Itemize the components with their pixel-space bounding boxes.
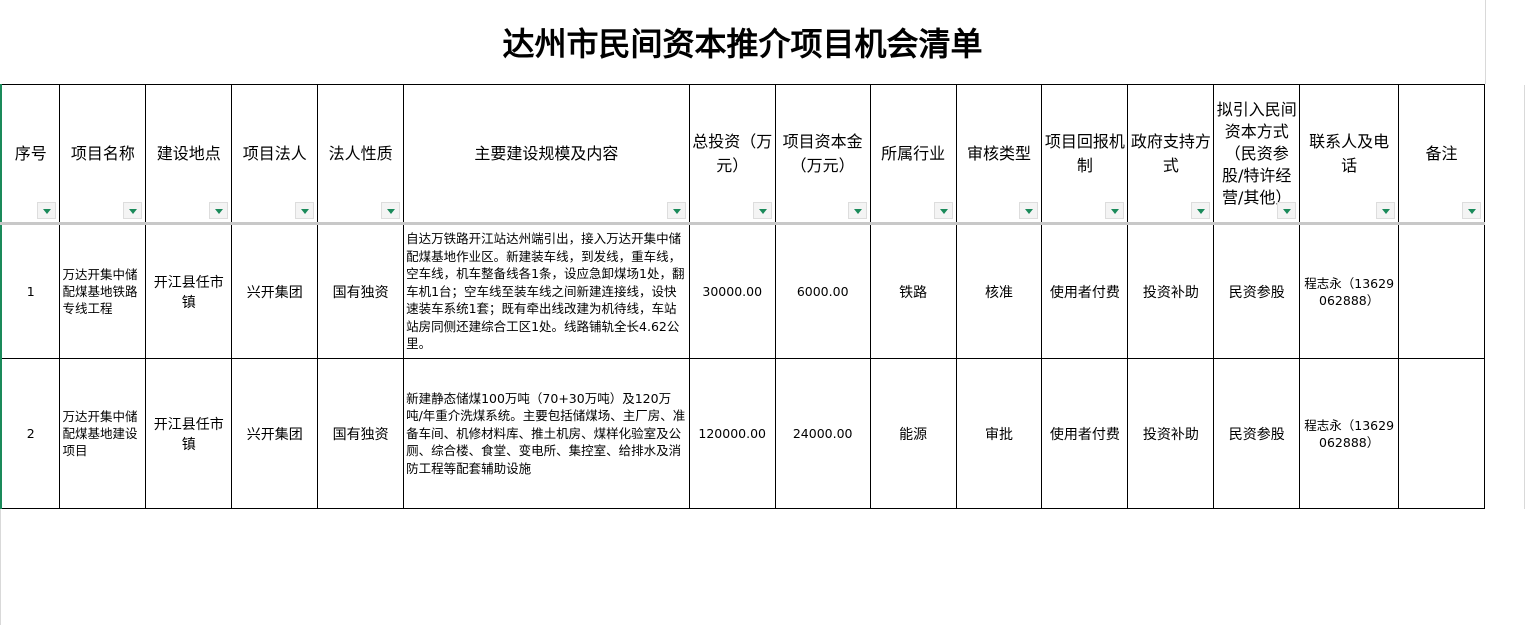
cell-capital[interactable]: 24000.00 (774, 358, 871, 509)
cell-name[interactable]: 万达开集中储配煤基地铁路专线工程 (59, 223, 147, 359)
cell-gov-support[interactable]: 投资补助 (1127, 358, 1215, 509)
header-review-type: 审核类型 (955, 84, 1043, 225)
project-table: 序号 项目名称 建设地点 项目法人 法人性质 主要建设规模及内容 总投资（万元）… (0, 84, 1525, 509)
filter-dropdown-icon[interactable] (381, 202, 401, 219)
filter-dropdown-icon[interactable] (37, 202, 57, 219)
cell-review-type[interactable]: 核准 (955, 223, 1043, 359)
header-private-capital: 拟引入民间资本方式（民资参股/特许经营/其他） (1213, 84, 1301, 225)
cell-contact[interactable]: 程志永（13629062888） (1299, 223, 1400, 359)
cell-legal-entity[interactable]: 兴开集团 (231, 223, 319, 359)
filter-dropdown-icon[interactable] (933, 202, 953, 219)
cell-private-capital[interactable]: 民资参股 (1213, 223, 1301, 359)
header-contact: 联系人及电话 (1299, 84, 1400, 225)
header-name: 项目名称 (59, 84, 147, 225)
filter-dropdown-icon[interactable] (847, 202, 867, 219)
cell-total-investment[interactable]: 120000.00 (688, 358, 776, 509)
cell-remark[interactable] (1398, 223, 1485, 359)
filter-dropdown-icon[interactable] (123, 202, 143, 219)
gridline (1485, 0, 1486, 84)
table-row: 2 万达开集中储配煤基地建设项目 开江县任市镇 兴开集团 国有独资 新建静态储煤… (0, 358, 1525, 509)
filter-dropdown-icon[interactable] (752, 202, 772, 219)
cell-name[interactable]: 万达开集中储配煤基地建设项目 (59, 358, 147, 509)
cell-no[interactable]: 1 (0, 223, 61, 359)
filter-dropdown-icon[interactable] (1019, 202, 1039, 219)
header-entity-type: 法人性质 (317, 84, 405, 225)
cell-content[interactable]: 自达万铁路开江站达州端引出，接入万达开集中储配煤基地作业区。新建装车线，到发线，… (403, 223, 690, 359)
cell-content[interactable]: 新建静态储煤100万吨（70+30万吨）及120万吨/年重介洗煤系统。主要包括储… (403, 358, 690, 509)
filter-dropdown-icon[interactable] (209, 202, 229, 219)
cell-industry[interactable]: 能源 (869, 358, 957, 509)
header-remark: 备注 (1398, 84, 1485, 225)
filter-dropdown-icon[interactable] (1462, 202, 1481, 219)
cell-industry[interactable]: 铁路 (869, 223, 957, 359)
table-row: 1 万达开集中储配煤基地铁路专线工程 开江县任市镇 兴开集团 国有独资 自达万铁… (0, 223, 1525, 359)
filter-dropdown-icon[interactable] (1277, 202, 1297, 219)
cell-remark[interactable] (1398, 358, 1485, 509)
header-return: 项目回报机制 (1041, 84, 1129, 225)
header-gov-support: 政府支持方式 (1127, 84, 1215, 225)
cell-review-type[interactable]: 审批 (955, 358, 1043, 509)
header-content: 主要建设规模及内容 (403, 84, 690, 225)
cell-location[interactable]: 开江县任市镇 (145, 223, 233, 359)
cell-capital[interactable]: 6000.00 (774, 223, 871, 359)
header-industry: 所属行业 (869, 84, 957, 225)
cell-gov-support[interactable]: 投资补助 (1127, 223, 1215, 359)
header-capital: 项目资本金（万元） (774, 84, 871, 225)
filter-dropdown-icon[interactable] (1105, 202, 1125, 219)
sheet-title: 达州市民间资本推介项目机会清单 (0, 0, 1485, 84)
header-row: 序号 项目名称 建设地点 项目法人 法人性质 主要建设规模及内容 总投资（万元）… (0, 84, 1525, 225)
cell-legal-entity[interactable]: 兴开集团 (231, 358, 319, 509)
header-total-investment: 总投资（万元） (688, 84, 776, 225)
filter-dropdown-icon[interactable] (1376, 202, 1396, 219)
empty-cell (1484, 84, 1525, 224)
cell-total-investment[interactable]: 30000.00 (688, 223, 776, 359)
cell-return[interactable]: 使用者付费 (1041, 223, 1129, 359)
cell-location[interactable]: 开江县任市镇 (145, 358, 233, 509)
cell-private-capital[interactable]: 民资参股 (1213, 358, 1301, 509)
filter-dropdown-icon[interactable] (295, 202, 315, 219)
header-legal-entity: 项目法人 (231, 84, 319, 225)
empty-cell (1484, 223, 1525, 359)
header-no: 序号 (0, 84, 61, 225)
cell-entity-type[interactable]: 国有独资 (317, 223, 405, 359)
filter-dropdown-icon[interactable] (1191, 202, 1211, 219)
cell-return[interactable]: 使用者付费 (1041, 358, 1129, 509)
empty-cell (1484, 358, 1525, 509)
filter-dropdown-icon[interactable] (666, 202, 686, 219)
cell-entity-type[interactable]: 国有独资 (317, 358, 405, 509)
cell-contact[interactable]: 程志永（13629062888） (1299, 358, 1400, 509)
header-location: 建设地点 (145, 84, 233, 225)
cell-no[interactable]: 2 (0, 358, 61, 509)
